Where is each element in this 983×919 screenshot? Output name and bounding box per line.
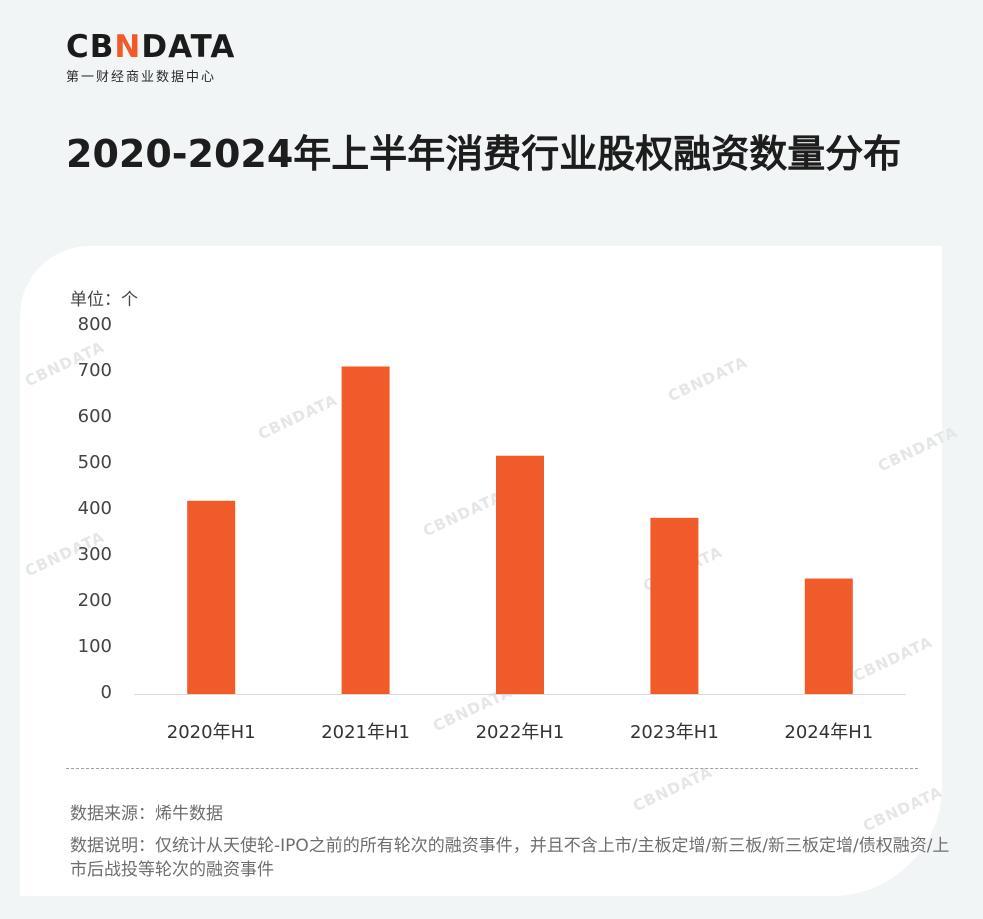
y-tick-label: 0	[100, 682, 112, 703]
bar-5	[804, 578, 853, 694]
unit-label: 单位：个	[70, 290, 138, 310]
logo-tagline: 第一财经商业数据中心	[66, 70, 217, 85]
x-tick-label: 2024年H1	[784, 722, 874, 743]
y-tick-label: 300	[77, 544, 112, 565]
bar-2	[341, 366, 390, 694]
logo-wordmark: CBNDATA	[66, 29, 236, 65]
page-title: 2020-2024年上半年消费行业股权融资数量分布	[66, 132, 902, 176]
x-tick-label: 2022年H1	[475, 722, 565, 743]
x-tick-label: 2020年H1	[166, 722, 256, 743]
bar-1	[187, 500, 236, 694]
brand-logo: CBNDATA 第一财经商业数据中心	[66, 30, 235, 85]
y-tick-label: 700	[77, 360, 112, 381]
chart-card	[20, 246, 942, 896]
y-tick-label: 500	[77, 452, 112, 473]
data-note: 数据说明：仅统计从天使轮-IPO之前的所有轮次的融资事件，并且不含上市/主板定增…	[70, 836, 950, 880]
divider	[66, 768, 918, 769]
bar-4	[650, 517, 699, 694]
y-tick-label: 600	[77, 406, 112, 427]
x-tick-label: 2023年H1	[629, 722, 719, 743]
x-tick-label: 2021年H1	[321, 722, 410, 743]
bar-3	[496, 455, 544, 694]
y-tick-label: 800	[77, 314, 112, 335]
data-source: 数据来源：烯牛数据	[70, 804, 223, 824]
y-tick-label: 100	[77, 636, 112, 657]
y-tick-label: 200	[77, 590, 112, 611]
y-tick-label: 400	[77, 498, 112, 519]
